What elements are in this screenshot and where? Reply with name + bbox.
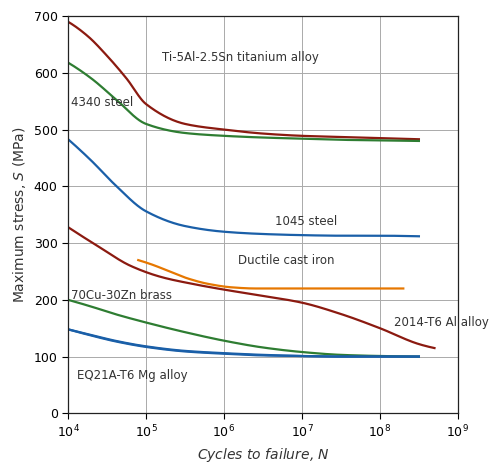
Y-axis label: Maximum stress, $S$ (MPa): Maximum stress, $S$ (MPa) <box>11 126 28 303</box>
Text: 70Cu-30Zn brass: 70Cu-30Zn brass <box>72 289 172 302</box>
Text: 1045 steel: 1045 steel <box>275 215 337 228</box>
Text: EQ21A-T6 Mg alloy: EQ21A-T6 Mg alloy <box>77 369 188 382</box>
Text: Ductile cast iron: Ductile cast iron <box>238 254 334 267</box>
Text: Ti-5Al-2.5Sn titanium alloy: Ti-5Al-2.5Sn titanium alloy <box>162 51 319 64</box>
Text: 2014-T6 Al alloy: 2014-T6 Al alloy <box>394 316 488 329</box>
Text: 4340 steel: 4340 steel <box>72 95 134 109</box>
X-axis label: Cycles to failure, $N$: Cycles to failure, $N$ <box>196 446 330 464</box>
